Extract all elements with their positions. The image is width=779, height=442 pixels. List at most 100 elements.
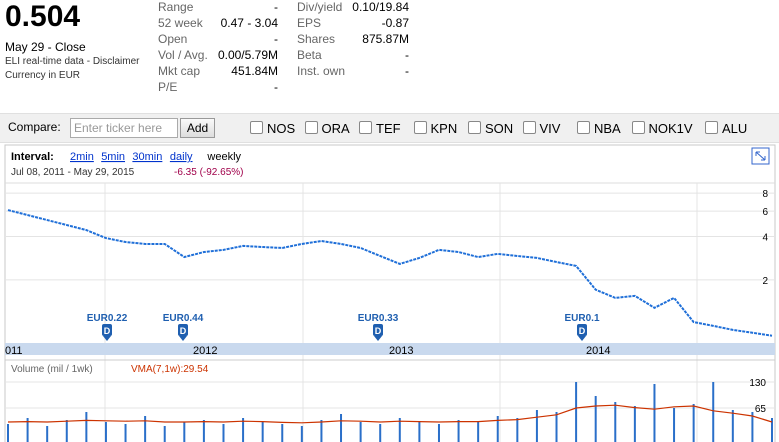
ticker-checkbox[interactable]: VIV [522, 121, 560, 136]
ticker-checkbox[interactable]: NBA [577, 121, 621, 136]
price: 0.504 [5, 0, 81, 33]
volume-bar [379, 424, 382, 442]
add-button[interactable]: Add [180, 118, 215, 138]
volume-bar [437, 424, 440, 442]
year-lines [104, 183, 698, 442]
dividend-pointer [374, 336, 382, 341]
dividend-marker-label: D [579, 326, 586, 336]
volume-bar [261, 422, 264, 442]
dividend-marker[interactable] [373, 324, 383, 336]
dividend-pointer [103, 336, 111, 341]
volume-bar [26, 418, 29, 442]
currency: Currency in EUR [5, 70, 81, 81]
compare-label: Compare: [8, 120, 61, 134]
volume-bar [281, 424, 284, 442]
y-tick-label: 4 [762, 232, 768, 243]
ticker-checkbox[interactable]: TEF [359, 121, 401, 136]
ticker: ORA [321, 121, 350, 136]
volume-bar [712, 382, 715, 442]
volume-bar [535, 410, 538, 442]
volume-bar [516, 418, 519, 442]
timeline-band [5, 343, 775, 355]
dividend-pointer [578, 336, 586, 341]
volume-bar [575, 382, 578, 442]
volume-bar [65, 420, 68, 442]
stat-value: - [274, 0, 278, 14]
interval-active: weekly [206, 151, 241, 163]
dividend-marker-label: D [375, 326, 382, 336]
dividend-label: EUR0.1 [564, 313, 599, 324]
stat-label: Open [158, 32, 188, 46]
vma-line [7, 404, 773, 424]
interval-link[interactable]: 2min [70, 151, 94, 163]
ticker-input[interactable]: Enter ticker here [70, 118, 178, 138]
stat-value: - [274, 32, 278, 46]
volume-bar [300, 426, 303, 442]
interval-links: 2min 5min 30min daily weekly [70, 151, 242, 163]
stat-label: Range [158, 0, 194, 14]
ticker: NOK1V [648, 121, 693, 136]
volume-bar [85, 412, 88, 442]
ticker-checkbox[interactable]: ALU [705, 121, 747, 136]
stat-label: Shares [297, 32, 336, 46]
dividend-marker[interactable] [577, 324, 587, 336]
change: -6.35 (-92.65%) [174, 167, 243, 178]
volume-bar [555, 412, 558, 442]
stat-value: 875.87M [362, 32, 409, 46]
stat-label: Vol / Avg. [158, 48, 208, 62]
interval-link[interactable]: 30min [132, 151, 162, 163]
stat-label: EPS [297, 16, 322, 30]
volume-bar [7, 424, 9, 442]
volume-bar [771, 418, 773, 442]
volume-bar [104, 422, 107, 442]
volume-bar [673, 408, 676, 442]
stat-label: 52 week [158, 16, 203, 30]
legend-entry: VMA(7,1w):29.54 [131, 364, 209, 375]
date-range: Jul 08, 2011 - May 29, 2015 [11, 167, 135, 178]
volume-bar [418, 422, 421, 442]
ticker: NOS [267, 121, 296, 136]
ticker-checkbox[interactable]: NOK1V [631, 121, 693, 136]
y-tick-label: 6 [762, 207, 768, 218]
volume-bar [614, 402, 617, 442]
dividend-label: EUR0.44 [163, 313, 204, 324]
stat-label: Beta [297, 48, 322, 62]
stat-label: P/E [158, 80, 178, 94]
dividend-marker[interactable] [178, 324, 188, 336]
y-tick-label: 8 [762, 189, 768, 200]
volume-bar [124, 424, 127, 442]
legend-entry: Volume (mil / 1wk) [11, 364, 93, 375]
stat-label: Div/yield [297, 0, 343, 14]
volume-bar [242, 418, 245, 442]
ticker: NBA [594, 121, 621, 136]
stat-value: -0.87 [381, 16, 409, 30]
source: ELI real-time data - Disclaimer [5, 56, 140, 67]
volume-bar [692, 404, 695, 442]
ticker-checkbox[interactable]: ORA [304, 121, 350, 136]
volume-bar [751, 412, 754, 442]
stat-label: Inst. own [297, 64, 346, 78]
volume-bar [496, 416, 499, 442]
year-label: 2012 [193, 345, 217, 357]
volume-bar [340, 414, 343, 442]
ticker: ALU [722, 121, 748, 136]
expand-arrow [755, 151, 766, 161]
volume-bar [202, 420, 205, 442]
dividend-marker[interactable] [102, 324, 112, 336]
ticker-checkbox[interactable]: SON [468, 121, 513, 136]
price-line [7, 209, 773, 337]
ticker-checkbox[interactable]: KPN [413, 121, 457, 136]
close-label: May 29 - Close [5, 40, 86, 54]
ticker-checkbox[interactable]: NOS [250, 121, 295, 136]
year-label: 011 [5, 345, 23, 357]
y-tick-label: 2 [762, 276, 768, 287]
volume-bar [457, 420, 460, 442]
dividend-label: EUR0.22 [87, 313, 128, 324]
volume-bar [633, 406, 636, 442]
interval-link[interactable]: 5min [101, 151, 125, 163]
year-label: 2014 [586, 345, 610, 357]
interval-link[interactable]: daily [170, 151, 193, 163]
y-tick-label: 130 [749, 378, 766, 389]
volume-bar [222, 424, 225, 442]
